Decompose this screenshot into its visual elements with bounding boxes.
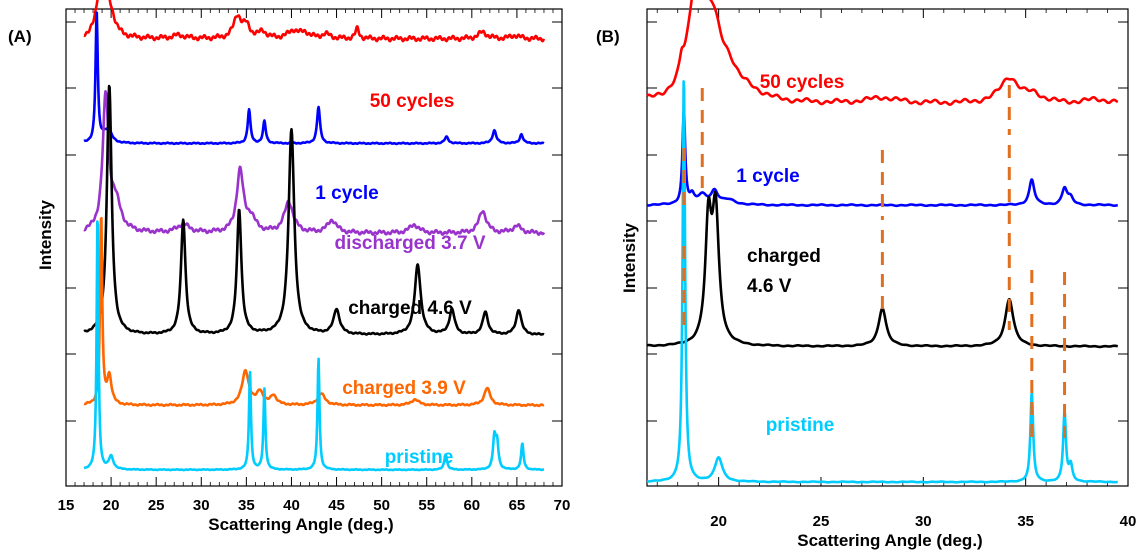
panel-b-reference-lines bbox=[682, 85, 1067, 438]
x-tick-label: 60 bbox=[463, 497, 480, 514]
panel-a-plot-frame bbox=[65, 8, 563, 487]
panel-b-offset-separators bbox=[647, 21, 1128, 422]
series-line-charged-4-6-v bbox=[83, 84, 545, 336]
series-line-discharged-3-7-v bbox=[83, 89, 546, 236]
x-tick-label: 35 bbox=[238, 497, 255, 514]
series-line-pristine bbox=[646, 80, 1119, 484]
panel-b-x-axis-title: Scattering Angle (deg.) bbox=[797, 531, 982, 550]
panel-a-y-axis-title: Intensity bbox=[36, 200, 55, 270]
x-tick-label: 25 bbox=[148, 497, 165, 514]
panel-a-offset-separators bbox=[66, 21, 562, 422]
series-line-1-cycle bbox=[83, 11, 545, 146]
x-tick-label: 45 bbox=[328, 497, 345, 514]
panel-a-label: (A) bbox=[8, 27, 32, 46]
panel-a-series-label-charged-4-6v: charged 4.6 V bbox=[348, 298, 472, 319]
x-tick-label: 40 bbox=[283, 497, 300, 514]
panel-a-ticks: 15 20 25 30 35 40 45 50 55 60 65 70 bbox=[58, 9, 571, 514]
panel-a: (A) Intensity 15 20 25 30 35 40 45 50 55 60 65 70 S… bbox=[8, 0, 570, 534]
series-line-pristine bbox=[83, 220, 545, 472]
series-line-50-cycles bbox=[83, 0, 546, 43]
x-tick-label: 55 bbox=[418, 497, 435, 514]
x-tick-label: 20 bbox=[710, 513, 727, 530]
panel-b: (B) Intensity 20 25 30 35 40 Scattering Angl… bbox=[596, 0, 1136, 550]
series-line-charged-3-9-v bbox=[83, 216, 545, 408]
series-line-50-cycles bbox=[646, 0, 1119, 106]
x-tick-label: 35 bbox=[1017, 513, 1034, 530]
panel-b-label: (B) bbox=[596, 27, 620, 46]
panel-b-series-label-pristine: pristine bbox=[766, 415, 835, 436]
panel-b-y-axis-title: Intensity bbox=[620, 223, 639, 293]
x-tick-label: 30 bbox=[915, 513, 932, 530]
panel-a-x-axis-title: Scattering Angle (deg.) bbox=[208, 515, 393, 534]
panel-b-series-label-1-cycle: 1 cycle bbox=[736, 166, 799, 187]
x-tick-label: 50 bbox=[373, 497, 390, 514]
panel-b-series-label-4-6v: 4.6 V bbox=[747, 276, 792, 297]
series-line-charged-4-6-v bbox=[646, 190, 1119, 349]
panel-a-series-label-pristine: pristine bbox=[385, 447, 454, 468]
panel-b-series-label-charged: charged bbox=[747, 246, 821, 267]
x-tick-label: 20 bbox=[103, 497, 120, 514]
panel-b-ticks: 20 25 30 35 40 bbox=[656, 9, 1137, 530]
panel-a-series-label-50-cycles: 50 cycles bbox=[370, 91, 455, 112]
panel-a-series-label-1-cycle: 1 cycle bbox=[315, 183, 378, 204]
x-tick-label: 25 bbox=[813, 513, 830, 530]
panel-a-traces bbox=[83, 0, 546, 472]
panel-a-series-label-charged-3-9v: charged 3.9 V bbox=[342, 378, 466, 399]
x-tick-label: 65 bbox=[509, 497, 526, 514]
panel-b-plot-frame bbox=[646, 8, 1129, 487]
x-tick-label: 15 bbox=[58, 497, 75, 514]
panel-b-series-label-50-cycles: 50 cycles bbox=[760, 72, 845, 93]
x-tick-label: 30 bbox=[193, 497, 210, 514]
x-tick-label: 70 bbox=[554, 497, 571, 514]
x-tick-label: 40 bbox=[1120, 513, 1137, 530]
panel-a-series-label-discharged-3-7v: discharged 3.7 V bbox=[334, 233, 485, 254]
